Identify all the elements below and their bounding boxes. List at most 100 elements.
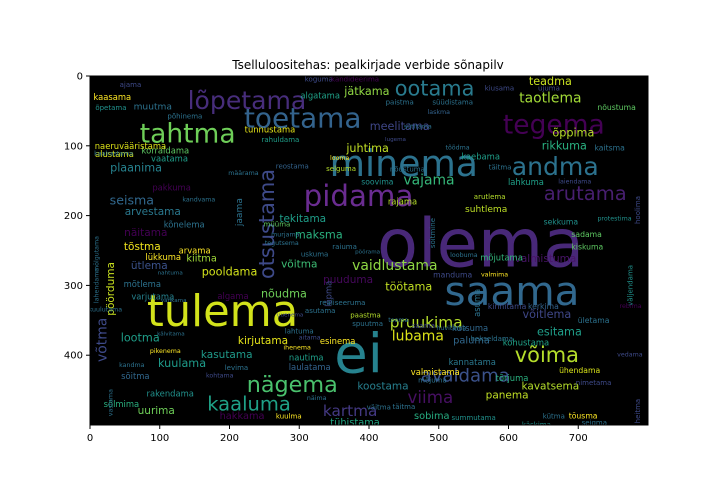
word-12: võima bbox=[515, 343, 579, 367]
word-173: tooma bbox=[388, 317, 408, 324]
word-80: mõtlema bbox=[124, 279, 161, 289]
word-149: protestima bbox=[597, 216, 631, 223]
word-1: ei bbox=[334, 322, 383, 385]
word-172: aitama bbox=[299, 334, 321, 341]
word-29: rikkuma bbox=[542, 139, 587, 152]
word-105: täitma bbox=[489, 163, 512, 171]
word-164: laiendama bbox=[558, 179, 591, 186]
word-100: rahuldama bbox=[262, 136, 300, 144]
word-137: õpetama bbox=[95, 104, 126, 112]
word-20: pruukima bbox=[390, 313, 463, 331]
word-87: esinema bbox=[320, 336, 356, 346]
word-109: müüma bbox=[264, 221, 291, 229]
word-157: valmima bbox=[481, 271, 508, 278]
word-61: paluma bbox=[453, 336, 490, 347]
word-70: tunnustama bbox=[245, 125, 296, 135]
word-58: hakkama bbox=[220, 411, 265, 422]
word-119: nimetama bbox=[576, 379, 612, 387]
word-68: muutma bbox=[134, 102, 172, 112]
word-33: plaanima bbox=[110, 162, 162, 175]
word-147: hoolima bbox=[634, 196, 642, 224]
word-78: arvama bbox=[179, 246, 211, 256]
word-141: lõpma bbox=[324, 281, 334, 307]
word-19: kartma bbox=[323, 402, 378, 420]
word-24: lubama bbox=[392, 328, 444, 344]
word-34: arvestama bbox=[125, 206, 181, 218]
word-65: mõjutama bbox=[480, 252, 523, 262]
word-83: sõlmima bbox=[104, 399, 140, 409]
word-133: koguma bbox=[305, 75, 333, 83]
word-6: toetama bbox=[244, 101, 361, 134]
word-69: algatama bbox=[300, 91, 340, 101]
word-94: kiskuma bbox=[571, 243, 603, 252]
word-159: kohtama bbox=[206, 373, 234, 380]
word-91: kannatama bbox=[449, 357, 496, 367]
word-21: vaidlustama bbox=[352, 258, 437, 274]
word-77: lükkuma bbox=[145, 252, 181, 262]
y-tick-label-4: 400 bbox=[64, 351, 83, 362]
word-57: uurima bbox=[138, 405, 175, 417]
word-178: pöörama bbox=[355, 250, 380, 256]
word-49: kuulama bbox=[158, 357, 206, 370]
word-125: käskima bbox=[522, 421, 551, 429]
word-132: ujuma bbox=[538, 85, 560, 93]
word-59: tühistama bbox=[330, 417, 379, 428]
word-163: hekseldama bbox=[470, 335, 513, 343]
word-63: lahkuma bbox=[508, 177, 544, 187]
word-52: ütlema bbox=[131, 260, 168, 272]
word-46: võitlema bbox=[523, 308, 572, 321]
word-165: lahendama bbox=[93, 268, 100, 303]
word-14: ootama bbox=[395, 77, 475, 101]
word-126: kuulma bbox=[276, 413, 302, 421]
word-115: paastma bbox=[350, 311, 381, 319]
word-55: panema bbox=[486, 390, 529, 402]
word-36: tekitama bbox=[279, 213, 326, 225]
word-4: minema bbox=[330, 142, 478, 185]
word-123: kütma bbox=[543, 413, 565, 421]
word-116: asutama bbox=[305, 307, 336, 315]
word-39: kiitma bbox=[186, 253, 217, 264]
word-143: jaama bbox=[235, 198, 245, 227]
word-158: levima bbox=[225, 364, 248, 372]
word-10: andma bbox=[512, 152, 599, 181]
word-44: töötama bbox=[385, 280, 432, 293]
word-122: tõusma bbox=[569, 411, 598, 420]
word-120: summutama bbox=[451, 414, 495, 422]
word-9: lõpetama bbox=[188, 86, 307, 115]
word-118: mõjuma bbox=[418, 376, 447, 384]
word-96: sekkuma bbox=[544, 217, 579, 226]
plot-background bbox=[90, 76, 648, 425]
word-135: ajama bbox=[120, 81, 142, 89]
word-104: nõustuma bbox=[390, 166, 425, 174]
word-142: asuma bbox=[472, 289, 482, 317]
word-40: pooldama bbox=[202, 266, 258, 279]
word-176: kälvitama bbox=[157, 331, 185, 337]
word-167: näima bbox=[307, 395, 327, 402]
word-73: vaatama bbox=[151, 153, 188, 163]
x-tick-label-3: 300 bbox=[290, 433, 309, 444]
word-131: kiusama bbox=[485, 85, 514, 93]
chart-title: Tselluloositehas: pealkirjade verbide sõ… bbox=[231, 58, 504, 72]
word-88: kutsuma bbox=[452, 323, 488, 333]
x-tick-label-0: 0 bbox=[87, 433, 93, 444]
word-156: realiseeruma bbox=[320, 299, 366, 307]
x-tick-label-6: 600 bbox=[499, 433, 518, 444]
word-146: heitma bbox=[634, 399, 642, 424]
word-136: põhinema bbox=[167, 112, 202, 120]
word-30: õppima bbox=[552, 127, 594, 140]
word-128: laskma bbox=[427, 109, 450, 116]
word-18: viima bbox=[408, 387, 454, 407]
word-129: paistma bbox=[386, 99, 414, 107]
word-47: esitama bbox=[537, 326, 582, 339]
x-tick-label-1: 100 bbox=[150, 433, 169, 444]
word-144: söitmine bbox=[429, 218, 437, 248]
word-74: naeruvääristama bbox=[95, 141, 166, 151]
word-37: maksma bbox=[295, 229, 343, 242]
word-86: nautima bbox=[289, 352, 324, 362]
word-66: rajama bbox=[388, 197, 417, 207]
word-84: sõitma bbox=[121, 371, 149, 381]
x-tick-label-5: 500 bbox=[429, 433, 448, 444]
word-117: lahtuma bbox=[285, 327, 314, 335]
